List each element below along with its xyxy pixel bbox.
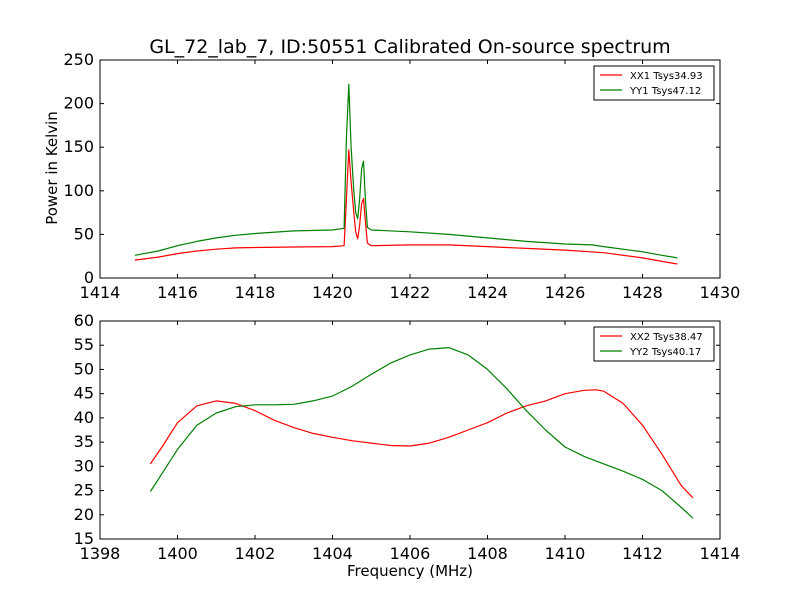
y-axis-label-top: Power in Kelvin [43,111,61,225]
x-tick-label: 1418 [235,283,276,302]
x-tick-label: 1398 [80,544,121,563]
y-tick-label: 15 [74,529,94,548]
y-tick-label: 40 [74,408,94,427]
legend-box [593,65,715,101]
x-tick-label: 1416 [157,283,198,302]
x-tick-label: 1422 [390,283,431,302]
x-tick-label: 1414 [700,544,741,563]
y-tick-label: 100 [63,181,94,200]
x-tick-label: 1404 [312,544,353,563]
y-tick-label: 0 [84,268,94,287]
series-line-2-1 [149,389,694,499]
x-tick-label: 1406 [390,544,431,563]
series-line-1-1 [134,149,678,265]
x-tick-label: 1410 [545,544,586,563]
y-tick-label: 150 [63,137,94,156]
y-tick-label: 30 [74,456,94,475]
bottom-panel: 1398 1400 1402 1404 1406 1408 1410 1412 1414 15 20… [74,311,741,563]
legend-label: YY2 Tsys40.17 [629,347,701,358]
y-tick-label: 50 [74,224,94,243]
legend-box [593,326,715,362]
y-tick-label: 55 [74,335,94,354]
y-tick-label: 25 [74,481,94,500]
y-tick-label: 35 [74,432,94,451]
x-tick-label: 1408 [467,544,508,563]
x-axis-label-bottom: Frequency (MHz) [347,562,473,580]
series-line-2-2 [149,347,694,519]
x-tick-label: 1430 [700,283,741,302]
x-tick-label: 1424 [467,283,508,302]
legend-label: XX1 Tsys34.93 [630,71,703,82]
y-tick-label: 50 [74,359,94,378]
y-tick-label: 45 [74,384,94,403]
y-tick-label: 60 [74,311,94,330]
x-tick-label: 1402 [235,544,276,563]
x-tick-label: 1426 [545,283,586,302]
legend-label: XX2 Tsys38.47 [630,332,703,343]
y-tick-label: 200 [63,94,94,113]
x-tick-label: 1428 [622,283,663,302]
y-tick-label: 250 [63,50,94,69]
series-line-1-2 [134,83,678,259]
chart-title: GL_72_lab_7, ID:50551 Calibrated On-sour… [149,36,670,58]
x-tick-label: 1420 [312,283,353,302]
x-tick-label: 1400 [157,544,198,563]
x-tick-label: 1412 [622,544,663,563]
x-tick-label: 1414 [80,283,121,302]
y-tick-label: 20 [74,505,94,524]
legend-label: YY1 Tsys47.12 [629,86,701,97]
top-panel: 1414 1416 1418 1420 1422 1424 1426 1428 1430 0 50 1… [63,50,740,302]
